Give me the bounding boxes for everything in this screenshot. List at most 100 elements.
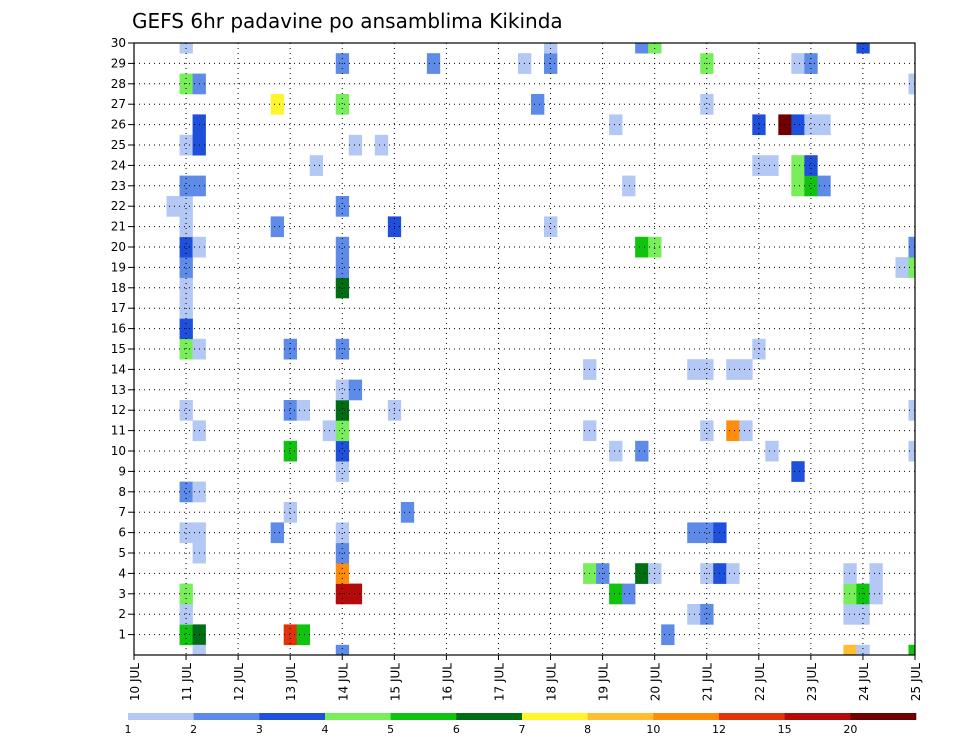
heatmap-cell (687, 604, 701, 625)
heatmap-cell (908, 400, 916, 421)
colorbar-label: 8 (584, 723, 591, 736)
heatmap-cell (765, 155, 779, 176)
y-tick-label: 12 (111, 403, 126, 417)
heatmap-cell (335, 400, 350, 421)
x-tick-label: 21 JUL (701, 663, 715, 701)
heatmap-cell (804, 114, 818, 136)
colorbar-swatch (587, 713, 654, 720)
x-tick-label: 11 JUL (180, 663, 194, 701)
x-tick-label: 17 JUL (492, 663, 506, 701)
heatmap-cell (791, 175, 805, 197)
colorbar-swatch (128, 713, 194, 720)
heatmap-cell (843, 644, 857, 656)
heatmap-cell (179, 338, 193, 360)
heatmap-cell (804, 155, 818, 176)
heatmap-cell (908, 644, 916, 656)
x-tick-label: 14 JUL (336, 663, 350, 701)
heatmap-cell (283, 440, 298, 462)
x-tick-label: 10 JUL (128, 663, 142, 701)
x-tick-label: 18 JUL (545, 663, 559, 701)
x-tick-label: 20 JUL (649, 663, 663, 701)
heatmap-cell (166, 196, 180, 217)
y-tick-label: 27 (111, 97, 126, 111)
heatmap-cell (791, 155, 805, 176)
y-tick-label: 6 (118, 526, 126, 540)
colorbar-label: 5 (387, 723, 394, 736)
heatmap-cell (726, 359, 740, 380)
y-tick-label: 2 (118, 607, 126, 621)
heatmap-cell (270, 94, 284, 115)
colorbar-label: 4 (322, 723, 329, 736)
heatmap-cell (843, 563, 857, 584)
y-tick-label: 10 (111, 444, 126, 458)
heatmap-cell (335, 196, 350, 217)
colorbar-swatch (850, 713, 917, 720)
heatmap-cell (179, 522, 193, 544)
x-tick-label: 12 JUL (232, 663, 246, 701)
heatmap-cell (765, 440, 779, 462)
colorbar-swatch (259, 713, 326, 720)
heatmap-cell (791, 114, 805, 136)
y-tick-label: 3 (118, 587, 126, 601)
heatmap-cell (179, 400, 193, 421)
heatmap-cell (335, 94, 350, 115)
y-tick-label: 19 (111, 260, 126, 274)
heatmap-cell (843, 583, 857, 605)
heatmap-cell (635, 43, 649, 54)
heatmap-cell (752, 338, 766, 360)
colorbar-swatch (784, 713, 851, 720)
colorbar-swatch (390, 713, 457, 720)
heatmap-cell (335, 644, 350, 656)
y-tick-label: 9 (118, 464, 126, 478)
heatmap-cell (283, 338, 298, 360)
heatmap-cell (335, 236, 350, 258)
heatmap-cell (843, 604, 857, 625)
heatmap-cell (752, 155, 766, 176)
heatmap-cell (192, 644, 206, 656)
colorbar-swatch (325, 713, 391, 720)
heatmap-cell (908, 257, 916, 278)
heatmap-cell (179, 134, 193, 156)
heatmap-cell (296, 624, 311, 646)
colorbar-label: 3 (256, 723, 263, 736)
heatmap-cell (179, 216, 193, 238)
heatmap-cell (869, 563, 883, 584)
y-tick-label: 20 (111, 240, 126, 254)
colorbar-swatch (719, 713, 785, 720)
heatmap-cell (739, 420, 753, 442)
y-tick-label: 25 (111, 138, 126, 152)
heatmap-cell (335, 440, 350, 462)
heatmap-cell (687, 359, 701, 380)
y-tick-label: 13 (111, 383, 126, 397)
y-tick-label: 28 (111, 77, 126, 91)
heatmap-cell (635, 563, 649, 584)
heatmap-cell (869, 583, 883, 605)
heatmap-cell (700, 359, 714, 380)
heatmap-cell (179, 481, 193, 503)
heatmap-cell (348, 379, 363, 401)
y-tick-label: 30 (111, 36, 126, 50)
heatmap-cell (335, 522, 350, 544)
y-tick-label: 17 (111, 301, 126, 315)
heatmap-cell (687, 522, 701, 544)
heatmap-cell (296, 400, 311, 421)
heatmap-cell (908, 440, 916, 462)
heatmap-cell (348, 583, 363, 605)
x-tick-label: 13 JUL (284, 663, 298, 701)
heatmap-cell (726, 420, 740, 442)
heatmap-cell (348, 134, 363, 156)
heatmap-cell (700, 604, 714, 625)
y-tick-label: 26 (111, 118, 126, 132)
heatmap-cell (179, 277, 193, 299)
heatmap-cell (179, 175, 193, 197)
x-tick-label: 15 JUL (388, 663, 402, 701)
y-tick-label: 18 (111, 281, 126, 295)
chart-title: GEFS 6hr padavine po ansamblima Kikinda (132, 9, 563, 33)
colorbar-label: 7 (519, 723, 526, 736)
x-tick-label: 22 JUL (753, 663, 767, 701)
heatmap-cell (726, 563, 740, 584)
heatmap-cell (179, 624, 193, 646)
y-tick-label: 1 (118, 628, 126, 642)
gridlines (134, 42, 915, 655)
heatmap-cell (270, 522, 284, 544)
